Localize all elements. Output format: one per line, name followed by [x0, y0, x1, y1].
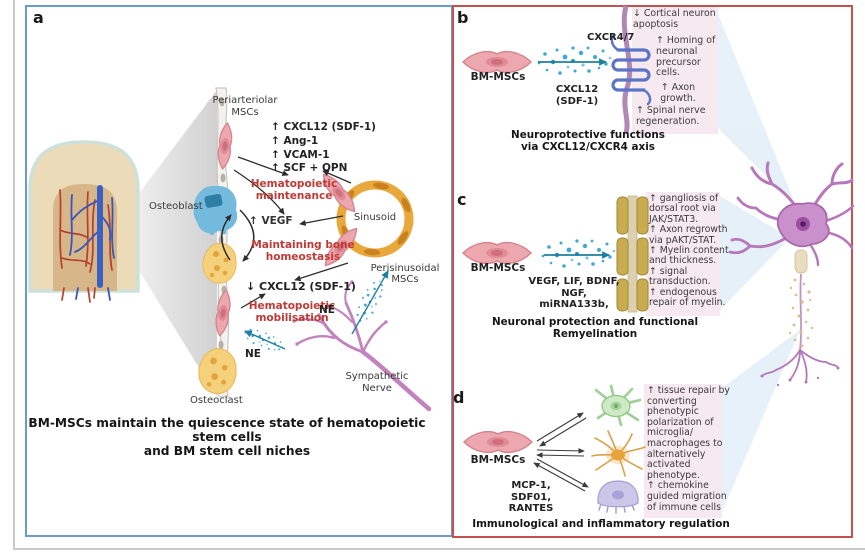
- vegf-label: ↑ VEGF: [249, 215, 293, 227]
- page-edge-bottom: [13, 548, 865, 550]
- panel-b-effect-1: ↓ Cortical neuron apoptosis: [633, 8, 716, 30]
- page-edge-left: [13, 0, 15, 549]
- panel-a-tag: a: [33, 8, 44, 27]
- panel-b-effect-2: ↑ Homing of neuronal precursor cells.: [656, 35, 716, 79]
- panel-d-effects: ↑ tissue repair by converting phenotypic…: [647, 385, 730, 513]
- hematopoietic-maintenance-label: Hematopoietic maintenance: [250, 178, 338, 202]
- panel-b-effect-4: ↑ Spinal nerve regeneration.: [636, 105, 706, 127]
- panel-c-caption: Neuronal protection and functional Remye…: [491, 316, 699, 340]
- panel-bcd-frame: [452, 5, 853, 538]
- periarteriolar-mscs-label: Periarteriolar MSCs: [212, 95, 278, 118]
- ne-label-2: NE: [245, 348, 261, 360]
- panel-a-caption: BM-MSCs maintain the quiescence state of…: [28, 416, 426, 458]
- osteoblast-label: Osteoblast: [149, 201, 203, 212]
- maintaining-bone-label: Maintaining bone homeostasis: [251, 239, 355, 263]
- cxcr4-label: CXCR4/7: [587, 32, 635, 43]
- panel-b-tag: b: [457, 8, 469, 27]
- sinusoid-label: Sinusoid: [353, 212, 397, 223]
- ne-label-1: NE: [319, 304, 335, 316]
- hematopoietic-mobilisation-label: Hematopoietic mobilisation: [248, 300, 336, 324]
- cxcl12-label-b: CXCL12 (SDF-1): [555, 84, 599, 107]
- factors-label-d: MCP-1, SDF01, RANTES: [508, 480, 554, 514]
- panel-d-tag: d: [453, 388, 465, 407]
- panel-b-effect-3: ↑ Axon growth.: [660, 82, 696, 104]
- panel-b-caption: Neuroprotective functions via CXCL12/CXC…: [511, 129, 665, 153]
- bm-mscs-label-d: BM-MSCs: [470, 454, 526, 466]
- cxcl12-down-label: ↓ CXCL12 (SDF-1): [246, 280, 356, 293]
- panel-d-caption: Immunological and inflammatory regulatio…: [472, 518, 730, 530]
- perisinusoidal-mscs-label: Perisinusoidal MSCs: [370, 263, 440, 285]
- panel-c-tag: c: [457, 190, 467, 209]
- upregulated-factors-list: ↑ CXCL12 (SDF-1) ↑ Ang-1 ↑ VCAM-1 ↑ SCF …: [271, 121, 376, 175]
- factors-label-c: VEGF, LIF, BDNF, NGF, miRNA133b,: [528, 276, 620, 310]
- bm-mscs-label-b: BM-MSCs: [470, 71, 526, 83]
- panel-c-effects: ↑ gangliosis of dorsal root via JAK/STAT…: [649, 193, 729, 309]
- osteoclast-label: Osteoclast: [190, 395, 243, 406]
- bm-mscs-label-c: BM-MSCs: [470, 262, 526, 274]
- sympathetic-nerve-label: Sympathetic Nerve: [345, 371, 409, 394]
